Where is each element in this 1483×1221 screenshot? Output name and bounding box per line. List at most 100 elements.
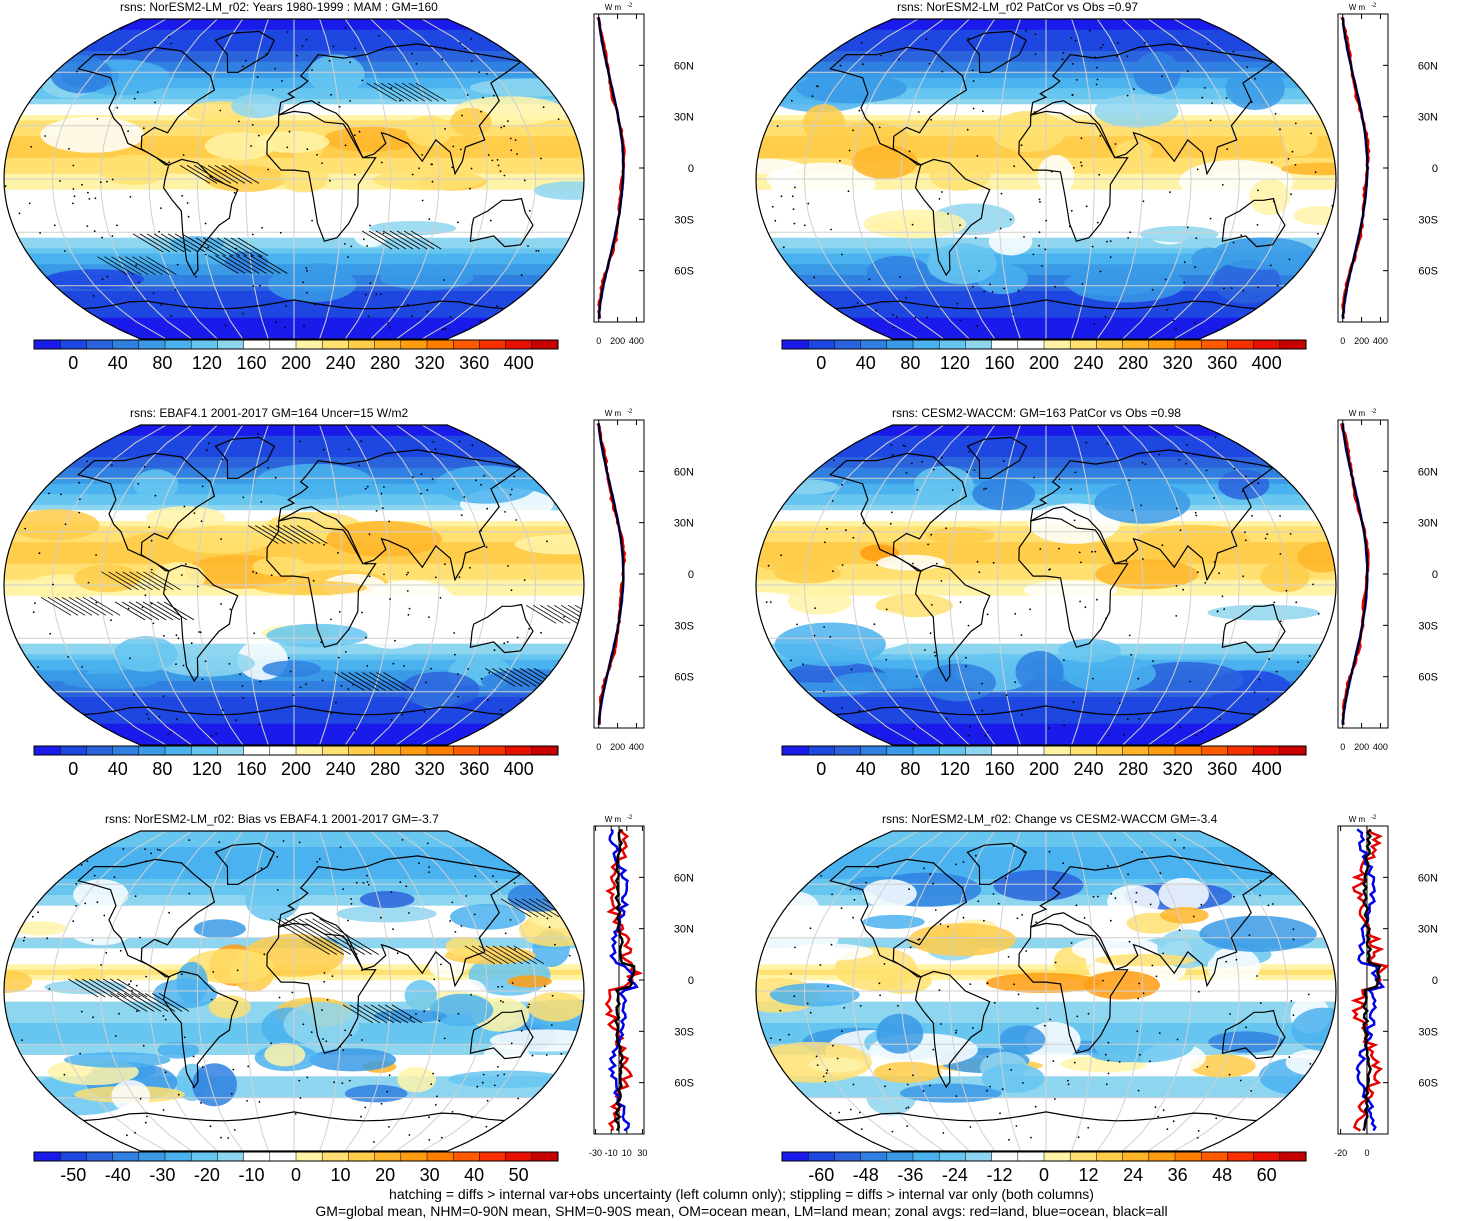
colorbar-tick-label: 160	[236, 353, 266, 372]
zonal-unit-exponent: -2	[627, 3, 633, 9]
zonal-x-tick-label: 200	[1354, 742, 1369, 752]
zonal-x-tick-label: 400	[629, 742, 644, 752]
colorbar-tick-label: 40	[464, 1165, 484, 1184]
colorbar-tick-label: 0	[68, 759, 78, 778]
zonal-x-tick-label: -30	[589, 1148, 602, 1158]
panel-5: rsns: NorESM2-LM_r02: Bias vs EBAF4.1 20…	[0, 812, 740, 1217]
colorbar-tick-label: 160	[984, 759, 1014, 778]
latitude-tick-label: 60S	[1418, 266, 1438, 278]
colorbar-tick-label: 50	[509, 1165, 529, 1184]
colorbar-tick-label: 320	[1163, 759, 1193, 778]
colorbar-tick-label: -24	[942, 1165, 968, 1184]
latitude-tick-label: 30N	[674, 112, 694, 124]
colorbar-tick-label: 80	[152, 759, 172, 778]
colorbar-tick-label: 20	[375, 1165, 395, 1184]
colorbar-tick-label: 360	[1207, 759, 1237, 778]
robinson-map	[755, 424, 1337, 746]
zonal-average-plot: W m -2 0 200 400 60N 30N 0 30S 60S	[593, 3, 694, 346]
panel-title: rsns: EBAF4.1 2001-2017 GM=164 Uncer=15 …	[130, 406, 409, 420]
zonal-unit-label: W m	[1349, 3, 1366, 12]
zonal-average-plot: W m -2 0 200 400 60N 30N 0 30S 60S	[1337, 3, 1438, 346]
latitude-tick-label: 30S	[674, 214, 694, 226]
latitude-tick-label: 30N	[1418, 518, 1438, 530]
colorbar-tick-label: 240	[1073, 759, 1103, 778]
colorbar-tick-label: 360	[459, 759, 489, 778]
latitude-tick-label: 60N	[1418, 60, 1438, 72]
colorbar-tick-label: 320	[415, 353, 445, 372]
colorbar-tick-label: 280	[1118, 759, 1148, 778]
panel-4: rsns: CESM2-WACCM: GM=163 PatCor vs Obs …	[742, 406, 1482, 811]
colorbar-tick-label: 36	[1168, 1165, 1188, 1184]
colorbar-tick-label: 400	[504, 759, 534, 778]
latitude-tick-label: 0	[1432, 975, 1438, 987]
zonal-x-tick-label: 10	[622, 1148, 632, 1158]
zonal-unit-label: W m	[605, 409, 622, 418]
colorbar-tick-label: 120	[192, 759, 222, 778]
colorbar: 0 40 80 120 160 200 240 280 320 360 400	[33, 745, 559, 778]
colorbar: 0 40 80 120 160 200 240 280 320 360 400	[33, 339, 559, 372]
colorbar-tick-label: 280	[1118, 353, 1148, 372]
zonal-x-tick-label: 200	[610, 336, 625, 346]
robinson-map	[755, 18, 1337, 340]
zonal-average-plot: W m -2 -30 -10 10 30 60N 30N 0 30S 60S	[589, 815, 694, 1158]
colorbar-tick-label: 160	[984, 353, 1014, 372]
latitude-tick-label: 60N	[674, 60, 694, 72]
latitude-tick-label: 30S	[674, 1026, 694, 1038]
zonal-average-plot: W m -2 0 200 400 60N 30N 0 30S 60S	[593, 409, 694, 752]
colorbar-tick-label: 0	[68, 353, 78, 372]
zonal-unit-label: W m	[605, 815, 622, 824]
colorbar-tick-label: 80	[152, 353, 172, 372]
panel-title: rsns: NorESM2-LM_r02 PatCor vs Obs =0.97	[897, 0, 1139, 14]
zonal-x-tick-label: 30	[637, 1148, 647, 1158]
caption-line-1: hatching = diffs > internal var+obs unce…	[389, 1186, 1094, 1202]
colorbar-tick-label: -10	[238, 1165, 264, 1184]
colorbar-tick-label: 40	[856, 759, 876, 778]
zonal-x-tick-label: 400	[629, 336, 644, 346]
colorbar-tick-label: -12	[986, 1165, 1012, 1184]
zonal-x-tick-label: 0	[596, 742, 601, 752]
zonal-x-tick-label: 400	[1373, 742, 1388, 752]
caption-line-2: GM=global mean, NHM=0-90N mean, SHM=0-90…	[315, 1203, 1168, 1219]
panel-6: rsns: NorESM2-LM_r02: Change vs CESM2-WA…	[742, 812, 1482, 1217]
latitude-tick-label: 0	[1432, 163, 1438, 175]
zonal-average-plot: W m -2 0 200 400 60N 30N 0 30S 60S	[1337, 409, 1438, 752]
latitude-tick-label: 30S	[1418, 1026, 1438, 1038]
latitude-tick-label: 60S	[1418, 1078, 1438, 1090]
colorbar-tick-label: 40	[108, 759, 128, 778]
colorbar-tick-label: 48	[1212, 1165, 1232, 1184]
colorbar-tick-label: 200	[1029, 353, 1059, 372]
colorbar-tick-label: 12	[1078, 1165, 1098, 1184]
robinson-map	[3, 424, 585, 746]
latitude-tick-label: 30S	[1418, 214, 1438, 226]
colorbar: -60 -48 -36 -24 -12 0 12 24 36 48 60	[781, 1151, 1307, 1184]
colorbar-tick-label: 24	[1123, 1165, 1143, 1184]
zonal-unit-exponent: -2	[627, 815, 633, 821]
colorbar-tick-label: 280	[370, 353, 400, 372]
colorbar-tick-label: 80	[900, 759, 920, 778]
colorbar-tick-label: 280	[370, 759, 400, 778]
latitude-tick-label: 0	[1432, 569, 1438, 581]
latitude-tick-label: 0	[688, 975, 694, 987]
latitude-tick-label: 60N	[1418, 466, 1438, 478]
zonal-unit-exponent: -2	[1371, 409, 1377, 415]
colorbar-tick-label: -48	[853, 1165, 879, 1184]
latitude-tick-label: 60N	[674, 466, 694, 478]
colorbar: -50 -40 -30 -20 -10 0 10 20 30 40 50	[33, 1151, 559, 1184]
zonal-average-plot: W m -2 -20 0 60N 30N 0 30S 60S	[1334, 815, 1438, 1158]
colorbar-tick-label: 10	[330, 1165, 350, 1184]
latitude-tick-label: 30N	[1418, 924, 1438, 936]
zonal-unit-label: W m	[605, 3, 622, 12]
colorbar-tick-label: 40	[108, 353, 128, 372]
latitude-tick-label: 60N	[1418, 872, 1438, 884]
latitude-tick-label: 30N	[674, 518, 694, 530]
colorbar-tick-label: 400	[1252, 353, 1282, 372]
colorbar-tick-label: 360	[1207, 353, 1237, 372]
colorbar-tick-label: 200	[281, 759, 311, 778]
zonal-unit-exponent: -2	[627, 409, 633, 415]
panel-3: rsns: EBAF4.1 2001-2017 GM=164 Uncer=15 …	[0, 406, 740, 811]
colorbar-tick-label: 60	[1257, 1165, 1277, 1184]
zonal-x-tick-label: 0	[596, 336, 601, 346]
latitude-tick-label: 0	[688, 163, 694, 175]
panel-title: rsns: NorESM2-LM_r02: Change vs CESM2-WA…	[882, 812, 1218, 826]
colorbar-tick-label: 240	[1073, 353, 1103, 372]
